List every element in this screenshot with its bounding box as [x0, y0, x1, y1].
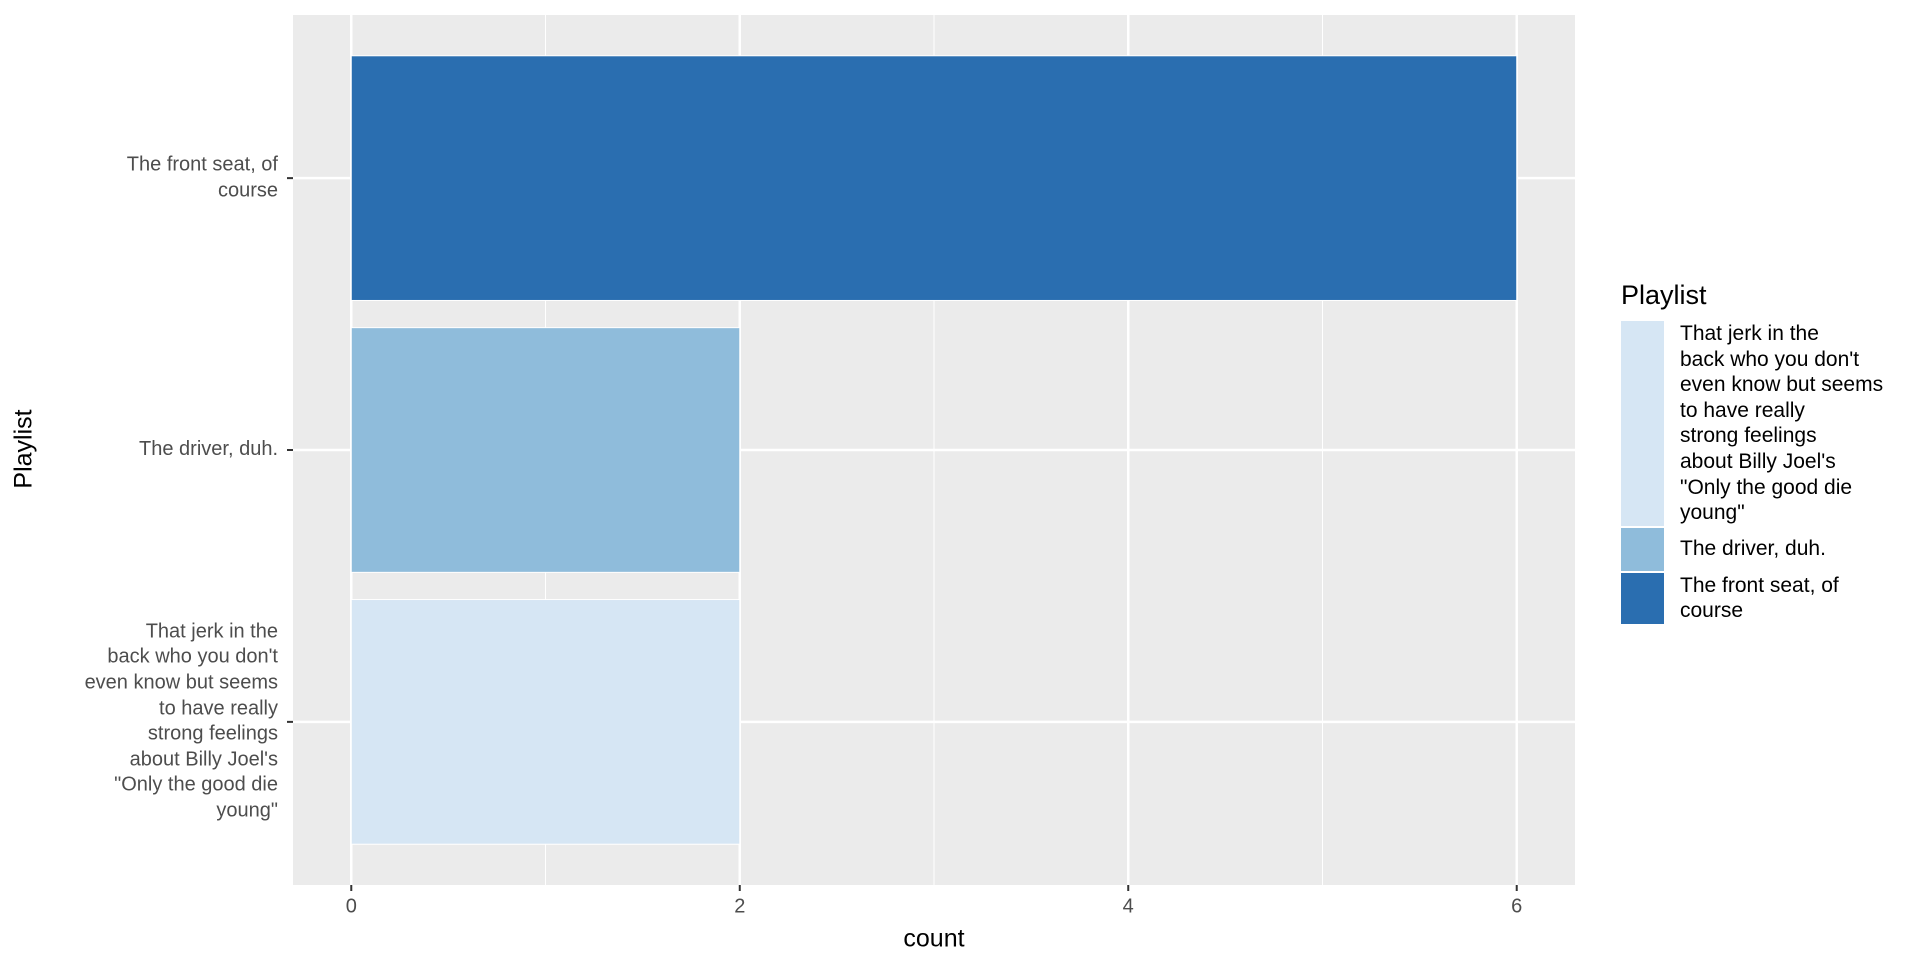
bar [350, 55, 1518, 301]
x-axis-title: count [903, 925, 964, 953]
legend-entry: The driver, duh. [1621, 527, 1883, 571]
x-tick-label: 6 [1511, 895, 1522, 917]
legend-entry: The front seat, of course [1621, 572, 1883, 624]
legend-key [1621, 572, 1664, 624]
x-tick-label: 2 [734, 895, 745, 917]
legend-label: That jerk in the back who you don't even… [1680, 322, 1884, 525]
legend: Playlist That jerk in the back who you d… [1621, 280, 1883, 626]
legend-entry: That jerk in the back who you don't even… [1621, 321, 1883, 526]
x-tick-label: 4 [1123, 895, 1134, 917]
y-tick-label: The front seat, of course [126, 153, 278, 202]
y-axis-title: Playlist [10, 409, 38, 488]
y-tick-label: That jerk in the back who you don't even… [84, 620, 278, 822]
legend-key [1621, 321, 1664, 526]
legend-label: The front seat, of course [1680, 573, 1839, 623]
legend-title: Playlist [1621, 280, 1707, 310]
bar [350, 599, 741, 845]
y-tick-label: The driver, duh. [139, 438, 278, 461]
bar [350, 327, 741, 573]
x-tick-label: 0 [346, 895, 357, 917]
legend-key [1621, 527, 1664, 571]
legend-label: The driver, duh. [1680, 537, 1826, 561]
